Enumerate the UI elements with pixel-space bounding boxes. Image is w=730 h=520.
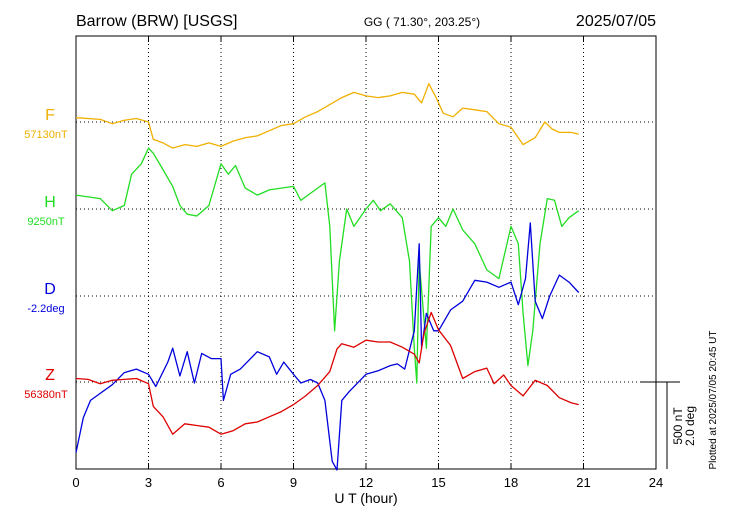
x-tick-label: 24	[649, 475, 663, 490]
x-tick-label: 6	[217, 475, 224, 490]
x-tick-label: 21	[576, 475, 590, 490]
x-tick-label: 0	[72, 475, 79, 490]
station-title: Barrow (BRW) [USGS]	[76, 13, 238, 30]
series-d-line	[75, 222, 580, 471]
series-z-line	[75, 311, 579, 435]
scale-bar: 500 nT 2.0 deg	[640, 381, 697, 469]
series-h-baseline: 9250nT	[27, 216, 65, 228]
coordinates-label: GG ( 71.30°, 203.25°)	[364, 15, 480, 29]
scale-nt-label: 500 nT	[671, 407, 685, 445]
series-h-line	[75, 147, 580, 384]
series-f-name: F	[45, 107, 55, 124]
series-d-baseline: -2.2deg	[27, 303, 64, 315]
series-f-baseline: 57130nT	[24, 129, 68, 141]
x-axis-ticks: 0 3 6 9 12 15 18 21 24	[72, 36, 663, 490]
x-tick-label: 18	[504, 475, 518, 490]
series-z-name: Z	[45, 367, 55, 384]
date-label: 2025/07/05	[576, 13, 656, 30]
series-h-name: H	[44, 194, 56, 211]
series-z-baseline: 56380nT	[24, 389, 68, 401]
series-labels: F 57130nT H 9250nT D -2.2deg Z 56380nT	[24, 107, 68, 401]
x-tick-label: 3	[145, 475, 152, 490]
grid	[76, 36, 656, 469]
x-tick-label: 15	[431, 475, 445, 490]
series-d-name: D	[44, 281, 56, 298]
series-group	[75, 83, 580, 471]
x-tick-label: 12	[359, 475, 373, 490]
x-axis-label: U T (hour)	[334, 490, 397, 506]
scale-deg-label: 2.0 deg	[683, 406, 697, 446]
x-tick-label: 9	[290, 475, 297, 490]
plotted-timestamp: Plotted at 2025/07/05 20:45 UT	[708, 331, 719, 470]
series-f-line	[75, 83, 579, 149]
